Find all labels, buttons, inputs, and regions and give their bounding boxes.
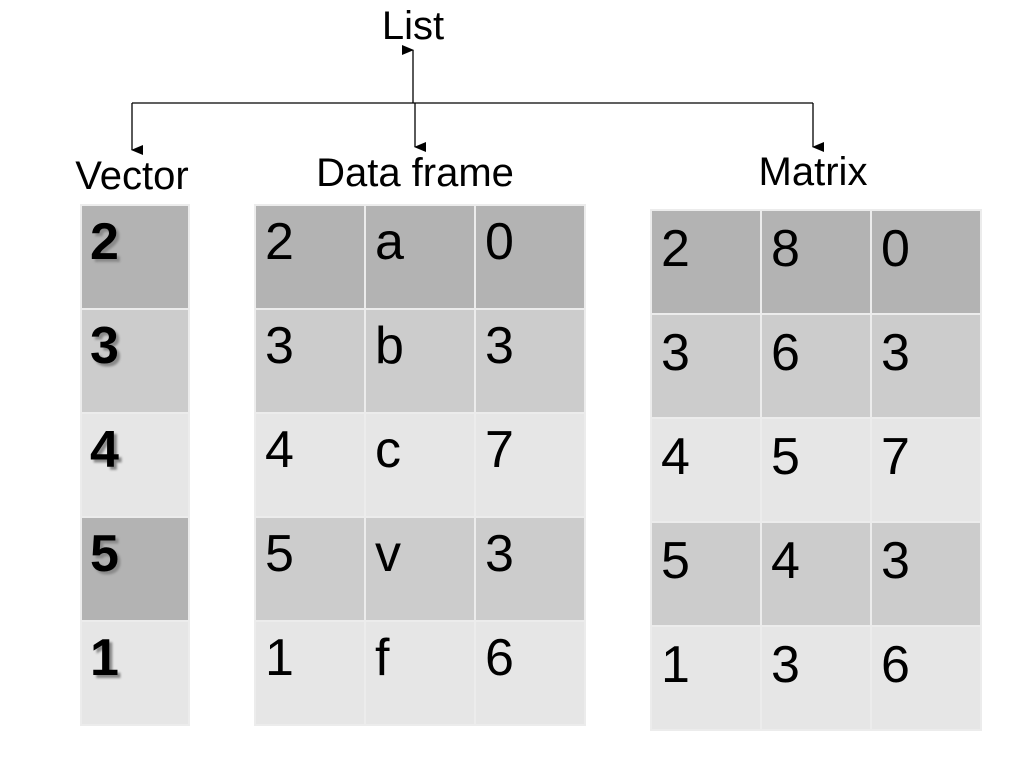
matrix-cell: 6 (870, 625, 982, 731)
matrix-cell: 3 (760, 625, 872, 731)
data-frame-cell: 6 (474, 620, 586, 726)
vector-row: 1 (80, 620, 190, 726)
matrix-cell: 4 (650, 417, 762, 523)
vector-cell: 3 (80, 308, 190, 414)
matrix-cell: 0 (870, 209, 982, 315)
data-frame-cell: 7 (474, 412, 586, 518)
matrix-cell: 5 (650, 521, 762, 627)
data-frame-cell: 1 (254, 620, 366, 726)
matrix-cell: 1 (650, 625, 762, 731)
data-frame-cell: f (364, 620, 476, 726)
vector-row: 2 (80, 204, 190, 310)
matrix-cell: 3 (870, 313, 982, 419)
matrix-cell: 3 (870, 521, 982, 627)
matrix-cell: 3 (650, 313, 762, 419)
data-frame-title: Data frame (316, 151, 514, 195)
matrix-cell: 6 (760, 313, 872, 419)
data-frame-cell: 3 (474, 516, 586, 622)
vector-cell: 5 (80, 516, 190, 622)
data-frame-cell: a (364, 204, 476, 310)
data-frame-cell: 0 (474, 204, 586, 310)
matrix-cell: 5 (760, 417, 872, 523)
matrix-cell: 4 (760, 521, 872, 627)
vector-cell: 4 (80, 412, 190, 518)
data-frame-cell: 4 (254, 412, 366, 518)
data-frame-cell: 3 (254, 308, 366, 414)
data-frame-cell: c (364, 412, 476, 518)
data-frame-cell: v (364, 516, 476, 622)
matrix-cell: 8 (760, 209, 872, 315)
data-frame-cell: b (364, 308, 476, 414)
matrix-cell: 7 (870, 417, 982, 523)
vector-row: 5 (80, 516, 190, 622)
vector-title: Vector (75, 154, 189, 198)
data-frame-cell: 5 (254, 516, 366, 622)
matrix-cell: 2 (650, 209, 762, 315)
vector-cell: 1 (80, 620, 190, 726)
vector-row: 3 (80, 308, 190, 414)
vector-row: 4 (80, 412, 190, 518)
vector-cell: 2 (80, 204, 190, 310)
list-title: List (381, 4, 445, 48)
matrix-title: Matrix (758, 150, 868, 194)
data-frame-cell: 3 (474, 308, 586, 414)
data-frame-cell: 2 (254, 204, 366, 310)
